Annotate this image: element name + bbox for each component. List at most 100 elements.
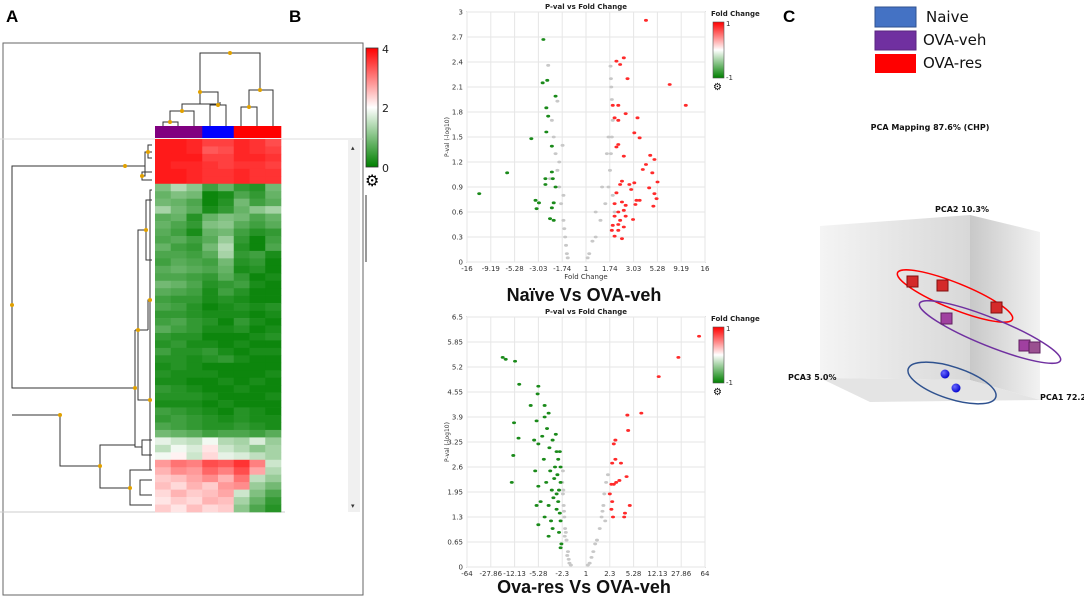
heatmap-cell bbox=[155, 146, 172, 155]
y-tick-label: 2.6 bbox=[452, 464, 464, 472]
heatmap-cell bbox=[233, 176, 250, 185]
heatmap-cell bbox=[249, 153, 266, 162]
heatmap-cell bbox=[155, 228, 172, 237]
heatmap-cell bbox=[233, 191, 250, 199]
heatmap-cell bbox=[202, 385, 219, 393]
heatmap-cell bbox=[265, 206, 282, 214]
heatmap-cell bbox=[233, 400, 250, 408]
heatmap-cell bbox=[186, 235, 203, 244]
heatmap-cell bbox=[186, 161, 203, 170]
heatmap-cell bbox=[218, 206, 235, 214]
point-down bbox=[534, 207, 539, 211]
point-not-significant bbox=[560, 492, 565, 496]
point-up bbox=[623, 203, 628, 207]
heatmap-cell bbox=[186, 273, 203, 282]
point-down bbox=[546, 534, 551, 538]
scroll-up-icon[interactable]: ▴ bbox=[351, 144, 355, 152]
point-not-significant bbox=[563, 235, 568, 239]
heatmap-cell bbox=[202, 415, 219, 423]
x-tick-label: -3.03 bbox=[529, 265, 547, 273]
heatmap-cell bbox=[249, 459, 266, 468]
x-tick-label: -12.13 bbox=[503, 570, 526, 578]
point-not-significant bbox=[561, 504, 566, 507]
heatmap-cell bbox=[202, 191, 219, 199]
heatmap-cell bbox=[202, 146, 219, 155]
x-tick-label: 9.19 bbox=[673, 265, 689, 273]
point-up bbox=[637, 198, 642, 202]
gear-icon[interactable]: ⚙ bbox=[365, 171, 379, 190]
heatmap-cell bbox=[233, 355, 250, 364]
heatmap-cell bbox=[202, 265, 219, 274]
scroll-down-icon[interactable]: ▾ bbox=[351, 502, 355, 510]
heatmap-cell bbox=[249, 288, 266, 296]
heatmap-cell bbox=[233, 198, 250, 207]
heatmap-cell bbox=[249, 377, 266, 386]
point-up bbox=[626, 429, 631, 432]
heatmap-cell bbox=[249, 429, 266, 438]
heatmap-cell bbox=[170, 325, 187, 334]
point-up bbox=[652, 158, 657, 161]
point-not-significant bbox=[601, 504, 606, 507]
heatmap-cell bbox=[170, 198, 187, 207]
point-down bbox=[544, 130, 549, 134]
heatmap-cell bbox=[218, 362, 235, 371]
heatmap-cell bbox=[186, 415, 203, 423]
point-down bbox=[516, 436, 521, 440]
heatmap-cell bbox=[186, 198, 203, 207]
point-down bbox=[543, 177, 548, 181]
heatmap-cell bbox=[155, 452, 172, 461]
point-not-significant bbox=[555, 168, 560, 172]
point-up bbox=[632, 131, 637, 135]
heatmap-cell bbox=[218, 191, 235, 199]
heatmap-cell bbox=[155, 332, 172, 341]
point-not-significant bbox=[565, 554, 570, 557]
heatmap-cell bbox=[170, 265, 187, 274]
heatmap-cell bbox=[249, 325, 266, 334]
heatmap-cell bbox=[265, 168, 282, 177]
point-up bbox=[633, 203, 638, 206]
heatmap-cell bbox=[170, 213, 187, 222]
heatmap-cell bbox=[218, 295, 235, 304]
gear-icon[interactable]: ⚙ bbox=[713, 82, 722, 93]
heatmap-cell bbox=[218, 459, 235, 468]
pca-point-ova-veh bbox=[1018, 339, 1031, 352]
legend-label-ova-res: OVA-res bbox=[923, 54, 982, 72]
heatmap-cell bbox=[202, 243, 219, 252]
point-down bbox=[550, 177, 555, 181]
heatmap-cell bbox=[186, 258, 203, 267]
point-up bbox=[629, 188, 634, 191]
pca-legend: Naive OVA-veh OVA-res bbox=[874, 6, 986, 73]
heatmap-cell bbox=[202, 355, 219, 364]
point-not-significant bbox=[566, 557, 571, 561]
legend-max-label: 1 bbox=[726, 325, 730, 333]
gear-icon[interactable]: ⚙ bbox=[713, 387, 722, 398]
plot-title: P-val vs Fold Change bbox=[545, 308, 627, 316]
heatmap-cell bbox=[186, 474, 203, 483]
heatmap-cell bbox=[249, 385, 266, 393]
heatmap-cell bbox=[265, 459, 282, 468]
point-not-significant bbox=[562, 227, 567, 231]
pca-point-ova-veh bbox=[1028, 341, 1041, 354]
point-down bbox=[546, 504, 551, 507]
point-not-significant bbox=[602, 492, 607, 496]
heatmap-cell bbox=[202, 176, 219, 185]
point-not-significant bbox=[608, 77, 613, 81]
point-not-significant bbox=[562, 509, 567, 513]
point-down bbox=[557, 488, 562, 492]
heatmap-cell bbox=[186, 407, 203, 416]
heatmap-cell bbox=[249, 280, 266, 289]
point-down bbox=[540, 81, 545, 85]
ova-veh-ellipse bbox=[918, 299, 1062, 365]
heatmap-cell bbox=[155, 168, 172, 177]
heatmap-cell bbox=[265, 176, 282, 185]
heatmap-cell bbox=[155, 459, 172, 468]
x-tick-label: -9.19 bbox=[482, 265, 500, 273]
heatmap-cell bbox=[218, 153, 235, 162]
heatmap-cell bbox=[155, 183, 172, 192]
point-not-significant bbox=[564, 252, 569, 256]
heatmap-cell bbox=[170, 347, 187, 356]
scrollbar[interactable] bbox=[348, 140, 360, 512]
heatmap-cell bbox=[218, 228, 235, 237]
heatmap-cell bbox=[155, 265, 172, 274]
heatmap-cell bbox=[155, 370, 172, 379]
